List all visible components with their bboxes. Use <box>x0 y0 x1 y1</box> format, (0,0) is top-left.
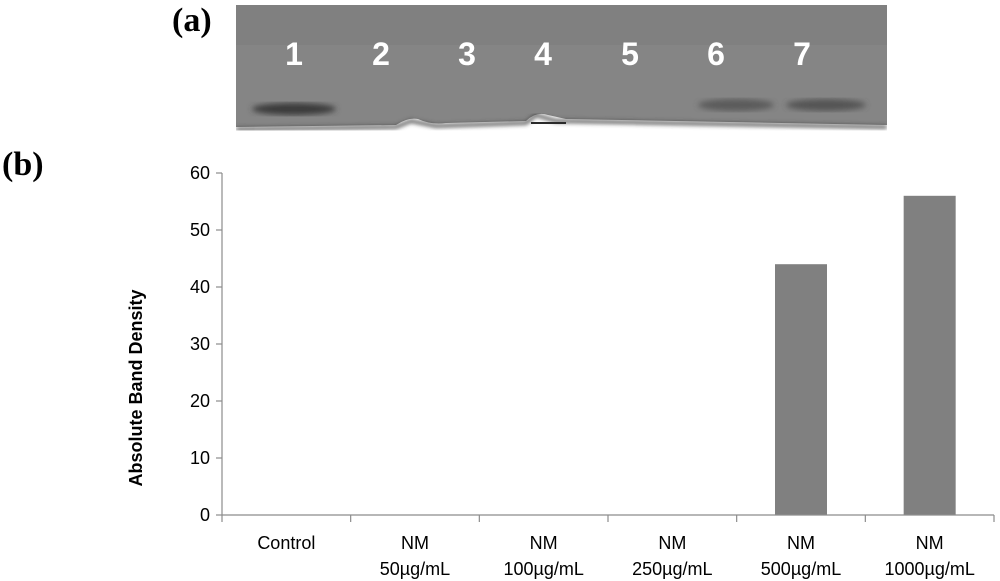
x-category-label: NM <box>530 533 558 553</box>
y-tick-label: 60 <box>190 163 210 183</box>
y-tick-label: 50 <box>190 220 210 240</box>
x-category-label: NM <box>658 533 686 553</box>
gel-lane-label: 2 <box>372 36 390 72</box>
gel-band-lane-7 <box>786 99 866 111</box>
y-tick-label: 40 <box>190 277 210 297</box>
gel-lane-label: 7 <box>793 36 811 72</box>
y-tick-label: 0 <box>200 505 210 525</box>
y-axis-title: Absolute Band Density <box>126 289 146 486</box>
bar <box>775 264 827 515</box>
gel-band-lane-6 <box>698 99 774 111</box>
panel-a-label: (a) <box>172 2 212 39</box>
x-category-label: NM <box>916 533 944 553</box>
x-category-label: NM <box>787 533 815 553</box>
gel-band-lane-1 <box>252 103 336 115</box>
gel-lane-label: 4 <box>534 36 552 72</box>
x-category-label: Control <box>257 533 315 553</box>
panel-b-label: (b) <box>2 146 44 183</box>
x-category-label: 250µg/mL <box>632 559 712 579</box>
bar-chart: Absolute Band Density 0 10 20 30 40 50 60 Cont… <box>126 163 995 579</box>
gel-image: 1 2 3 4 5 6 7 <box>236 5 887 135</box>
gel-lane-label: 5 <box>621 36 639 72</box>
y-tick-label: 20 <box>190 391 210 411</box>
gel-lane-label: 3 <box>458 36 476 72</box>
x-category-label: 500µg/mL <box>761 559 841 579</box>
bar <box>903 195 956 516</box>
x-category-label: 50µg/mL <box>380 559 450 579</box>
gel-lane-label: 6 <box>707 36 725 72</box>
x-category-label: NM <box>401 533 429 553</box>
y-tick-label: 10 <box>190 448 210 468</box>
x-category-label: 100µg/mL <box>503 559 583 579</box>
gel-lane-label: 1 <box>285 36 303 72</box>
x-category-label: 1000µg/mL <box>884 559 974 579</box>
y-tick-label: 30 <box>190 334 210 354</box>
